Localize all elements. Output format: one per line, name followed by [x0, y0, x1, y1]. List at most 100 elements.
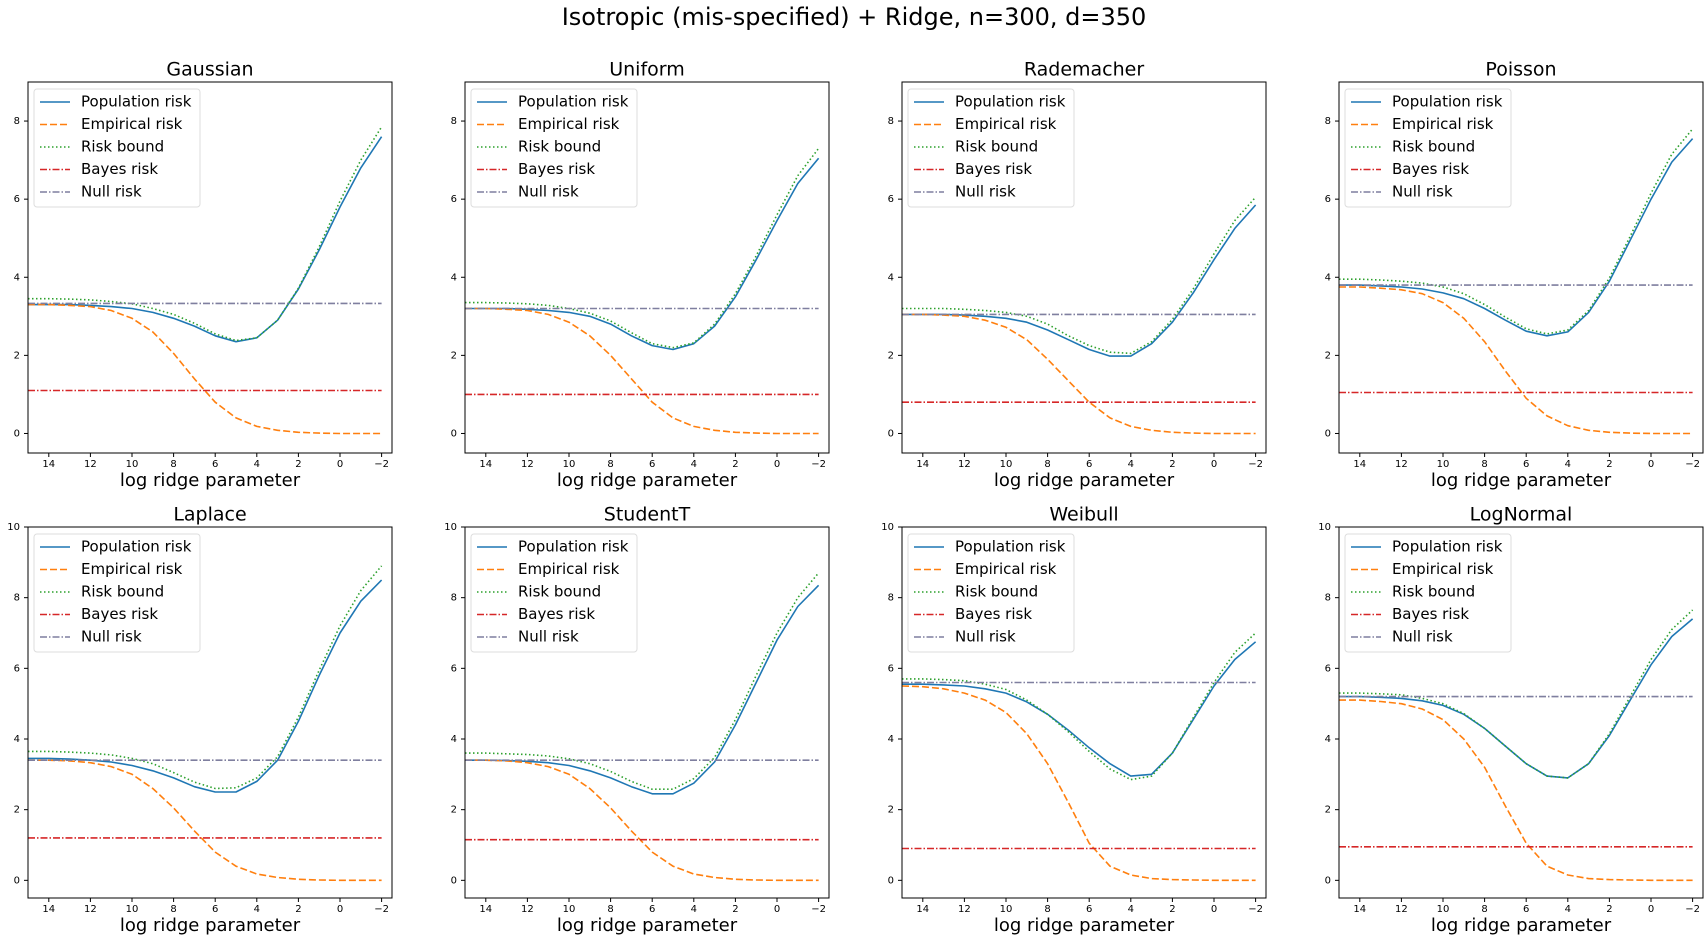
x-tick-label: 0 — [1211, 904, 1217, 915]
series-line — [902, 313, 1256, 435]
x-tick-label: 8 — [1044, 904, 1050, 915]
legend-label: Bayes risk — [955, 605, 1032, 623]
y-tick-label: 8 — [888, 116, 894, 127]
x-tick-label: 0 — [337, 459, 343, 470]
x-tick-label: 8 — [607, 459, 613, 470]
x-tick-label: −2 — [374, 904, 389, 915]
y-tick-label: 0 — [14, 428, 20, 439]
x-tick-label: 4 — [1565, 459, 1571, 470]
y-tick-label: 6 — [888, 194, 894, 205]
legend-box — [1344, 533, 1512, 653]
y-tick-label: 8 — [451, 593, 457, 604]
legend-label: Null risk — [518, 183, 579, 201]
y-tick-label: 6 — [1325, 663, 1331, 674]
legend-label: Empirical risk — [1392, 560, 1494, 578]
y-tick-label: 2 — [1325, 350, 1331, 361]
x-tick-label: 6 — [1086, 459, 1092, 470]
y-tick-label: 0 — [888, 428, 894, 439]
legend-label: Null risk — [955, 628, 1016, 646]
series-line — [1339, 286, 1693, 435]
legend-label: Null risk — [81, 628, 142, 646]
y-tick-label: 4 — [888, 272, 894, 283]
legend-label: Risk bound — [1392, 583, 1475, 601]
y-tick-label: 2 — [888, 350, 894, 361]
x-axis-label: log ridge parameter — [994, 470, 1175, 491]
x-tick-label: −2 — [374, 459, 389, 470]
x-tick-label: 8 — [607, 904, 613, 915]
y-tick-label: 8 — [14, 116, 20, 127]
x-axis-label: log ridge parameter — [120, 915, 301, 936]
x-tick-label: 12 — [958, 459, 971, 470]
y-tick-label: 2 — [1325, 805, 1331, 816]
y-tick-label: 6 — [888, 663, 894, 674]
x-axis-label: log ridge parameter — [1431, 470, 1612, 491]
x-tick-label: 12 — [521, 904, 534, 915]
x-tick-label: −2 — [811, 904, 826, 915]
series-line — [1339, 609, 1694, 779]
y-tick-label: 8 — [451, 116, 457, 127]
axes-frame — [1338, 81, 1704, 454]
x-tick-label: 10 — [1437, 459, 1450, 470]
x-tick-label: −2 — [1685, 904, 1700, 915]
x-tick-label: −2 — [1248, 459, 1263, 470]
series-line — [465, 307, 819, 435]
y-tick-label: 2 — [451, 805, 457, 816]
y-tick-label: 2 — [14, 805, 20, 816]
subplot: Uniform log ridge parameter 14 12 10 8 6 4 2 0 −2 0… — [451, 59, 830, 491]
subplot: Weibull log ridge parameter 14 12 10 8 6 4 2 0 −2 0… — [881, 504, 1267, 936]
series-line — [28, 126, 383, 342]
legend-box — [470, 533, 638, 653]
legend-label: Empirical risk — [1392, 115, 1494, 133]
legend-label: Risk bound — [518, 138, 601, 156]
legend-label: Risk bound — [518, 583, 601, 601]
subplot-title: Laplace — [173, 504, 246, 526]
y-tick-label: 10 — [7, 522, 20, 533]
subplot: Gaussian log ridge parameter 14 12 10 8 6 4 2 0 −2… — [14, 59, 393, 491]
x-tick-label: 0 — [1648, 459, 1654, 470]
legend-box — [33, 88, 201, 208]
legend-label: Risk bound — [955, 138, 1038, 156]
lines — [28, 126, 383, 435]
x-axis-label: log ridge parameter — [557, 470, 738, 491]
y-tick-label: 4 — [14, 734, 20, 745]
subplot-title: StudentT — [604, 504, 691, 526]
legend-box — [907, 533, 1075, 653]
x-tick-label: 2 — [732, 904, 738, 915]
y-tick-label: 6 — [14, 663, 20, 674]
x-tick-label: 4 — [1565, 904, 1571, 915]
subplot-title: Rademacher — [1024, 59, 1145, 81]
legend-label: Population risk — [955, 538, 1066, 556]
legend-label: Empirical risk — [81, 115, 183, 133]
x-tick-label: 8 — [1044, 459, 1050, 470]
x-tick-label: 6 — [1523, 904, 1529, 915]
series-line — [1339, 138, 1694, 337]
y-tick-label: 10 — [881, 522, 894, 533]
subplot-title: LogNormal — [1470, 504, 1573, 526]
x-tick-label: 12 — [1395, 459, 1408, 470]
subplot: Rademacher log ridge parameter 14 12 10 8 6 4 2 0… — [888, 59, 1267, 491]
y-tick-label: 0 — [888, 875, 894, 886]
legend-label: Empirical risk — [955, 115, 1057, 133]
axes-frame — [901, 526, 1267, 899]
legend-label: Bayes risk — [1392, 160, 1469, 178]
y-tick-label: 8 — [1325, 116, 1331, 127]
legend-label: Empirical risk — [518, 560, 620, 578]
legend-label: Bayes risk — [518, 160, 595, 178]
legend-label: Bayes risk — [1392, 605, 1469, 623]
x-tick-label: 14 — [479, 459, 492, 470]
lines — [902, 632, 1257, 882]
lines — [1339, 128, 1694, 435]
x-tick-label: 10 — [126, 459, 139, 470]
y-tick-label: 0 — [1325, 875, 1331, 886]
y-tick-label: 4 — [1325, 734, 1331, 745]
y-tick-label: 0 — [1325, 428, 1331, 439]
y-tick-label: 0 — [451, 428, 457, 439]
x-tick-label: 0 — [1648, 904, 1654, 915]
x-tick-label: 10 — [1000, 904, 1013, 915]
y-tick-label: 6 — [14, 194, 20, 205]
x-tick-label: 14 — [1353, 459, 1366, 470]
x-tick-label: 12 — [958, 904, 971, 915]
x-tick-label: 10 — [1000, 459, 1013, 470]
legend-label: Risk bound — [81, 583, 164, 601]
